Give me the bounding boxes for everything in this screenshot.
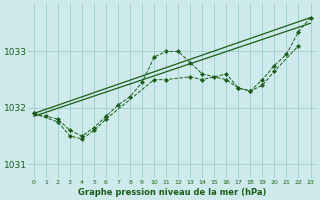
X-axis label: Graphe pression niveau de la mer (hPa): Graphe pression niveau de la mer (hPa) — [78, 188, 266, 197]
